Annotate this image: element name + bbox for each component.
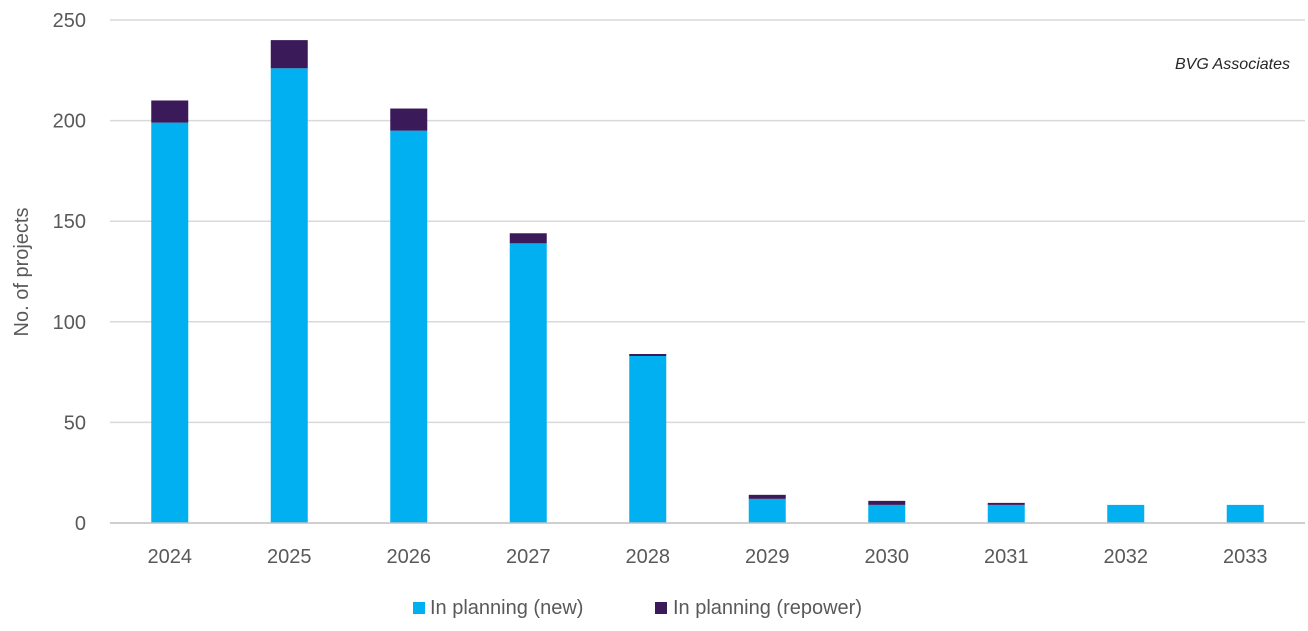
x-tick-label: 2028 (626, 546, 671, 568)
bar-segment-new (509, 243, 547, 523)
bar-segment-new (1107, 504, 1145, 523)
legend-label-repower: In planning (repower) (673, 597, 862, 619)
bar-segment-repower (748, 494, 786, 499)
gridlines (110, 19, 1305, 424)
y-tick-label: 0 (75, 513, 86, 535)
y-tick-label: 100 (53, 312, 86, 334)
legend-label-new: In planning (new) (430, 597, 583, 619)
x-tick-label: 2026 (387, 546, 432, 568)
x-tick-label: 2030 (865, 546, 910, 568)
legend-swatch-repower (655, 602, 667, 614)
source-annotation: BVG Associates (1175, 56, 1290, 73)
legend: In planning (new) In planning (repower) (413, 597, 862, 619)
x-tick-label: 2025 (267, 546, 312, 568)
bars (151, 40, 1264, 524)
y-tick-label: 250 (53, 10, 86, 32)
bar-segment-new (151, 122, 189, 523)
bar-segment-new (748, 498, 786, 523)
bar-segment-new (987, 504, 1025, 523)
legend-swatch-new (413, 602, 425, 614)
x-tick-label: 2024 (148, 546, 193, 568)
bar-segment-repower (151, 100, 189, 123)
bar-segment-repower (270, 40, 308, 69)
bar-segment-repower (509, 233, 547, 244)
y-tick-label: 150 (53, 211, 86, 233)
x-tick-label: 2029 (745, 546, 790, 568)
bar-segment-new (270, 68, 308, 524)
x-tick-label: 2027 (506, 546, 551, 568)
bar-segment-new (390, 130, 428, 523)
bar-segment-new (1226, 504, 1264, 523)
bar-segment-new (868, 504, 906, 523)
y-tick-label: 200 (53, 111, 86, 133)
bar-segment-repower (629, 353, 667, 357)
y-tick-label: 50 (64, 412, 86, 434)
bar-segment-repower (390, 108, 428, 131)
bar-segment-new (629, 356, 667, 523)
bar-segment-repower (868, 500, 906, 505)
y-axis-title: No. of projects (11, 208, 33, 337)
x-tick-label: 2031 (984, 546, 1029, 568)
x-tick-label: 2033 (1223, 546, 1268, 568)
axes: 0 50 100 150 200 250 2024 2025 2026 2027 2028 2029 2… (53, 10, 1305, 568)
bar-segment-repower (987, 502, 1025, 505)
x-tick-label: 2032 (1104, 546, 1149, 568)
